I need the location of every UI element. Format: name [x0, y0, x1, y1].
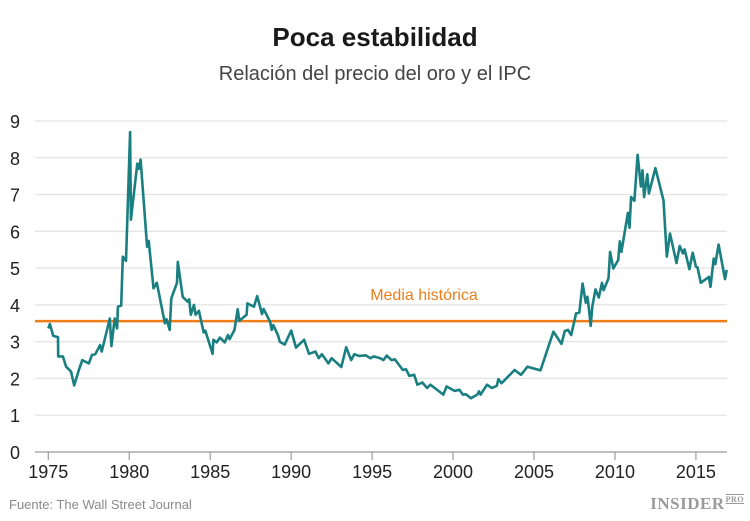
logo-text: INSIDER — [650, 494, 725, 513]
x-tick-label: 1975 — [28, 462, 68, 482]
logo-sup: PRO — [725, 495, 744, 504]
y-tick-label: 9 — [10, 112, 20, 132]
y-tick-label: 1 — [10, 406, 20, 426]
chart-subtitle: Relación del precio del oro y el IPC — [218, 63, 532, 85]
y-tick-label: 2 — [10, 369, 20, 389]
x-tick-label: 2005 — [514, 462, 554, 482]
y-tick-label: 5 — [10, 259, 20, 279]
y-tick-label: 4 — [10, 296, 20, 316]
x-tick-label: 2000 — [433, 462, 473, 482]
x-tick-label: 2010 — [595, 462, 635, 482]
x-axis-ticks: 1975 1980 1985 1990 1995 2000 2005 2010 2015 — [28, 452, 716, 482]
media-historica-label: Media histórica — [370, 287, 478, 304]
y-axis-ticks: 0 1 2 3 4 5 6 7 8 9 — [10, 112, 20, 463]
reference-line-group: Media histórica — [35, 287, 727, 323]
x-tick-label: 1995 — [352, 462, 392, 482]
y-tick-label: 6 — [10, 222, 20, 242]
chart-title: Poca estabilidad — [272, 22, 478, 52]
x-tick-label: 1980 — [109, 462, 149, 482]
source-note: Fuente: The Wall Street Journal — [9, 497, 192, 512]
x-tick-label: 1990 — [271, 462, 311, 482]
y-tick-label: 7 — [10, 186, 20, 206]
y-tick-label: 3 — [10, 333, 20, 353]
x-tick-label: 1985 — [190, 462, 230, 482]
y-tick-label: 8 — [10, 149, 20, 169]
y-tick-label: 0 — [10, 443, 20, 463]
x-tick-label: 2015 — [676, 462, 716, 482]
insider-pro-logo: INSIDERPRO — [650, 494, 744, 514]
series-line — [47, 130, 728, 400]
